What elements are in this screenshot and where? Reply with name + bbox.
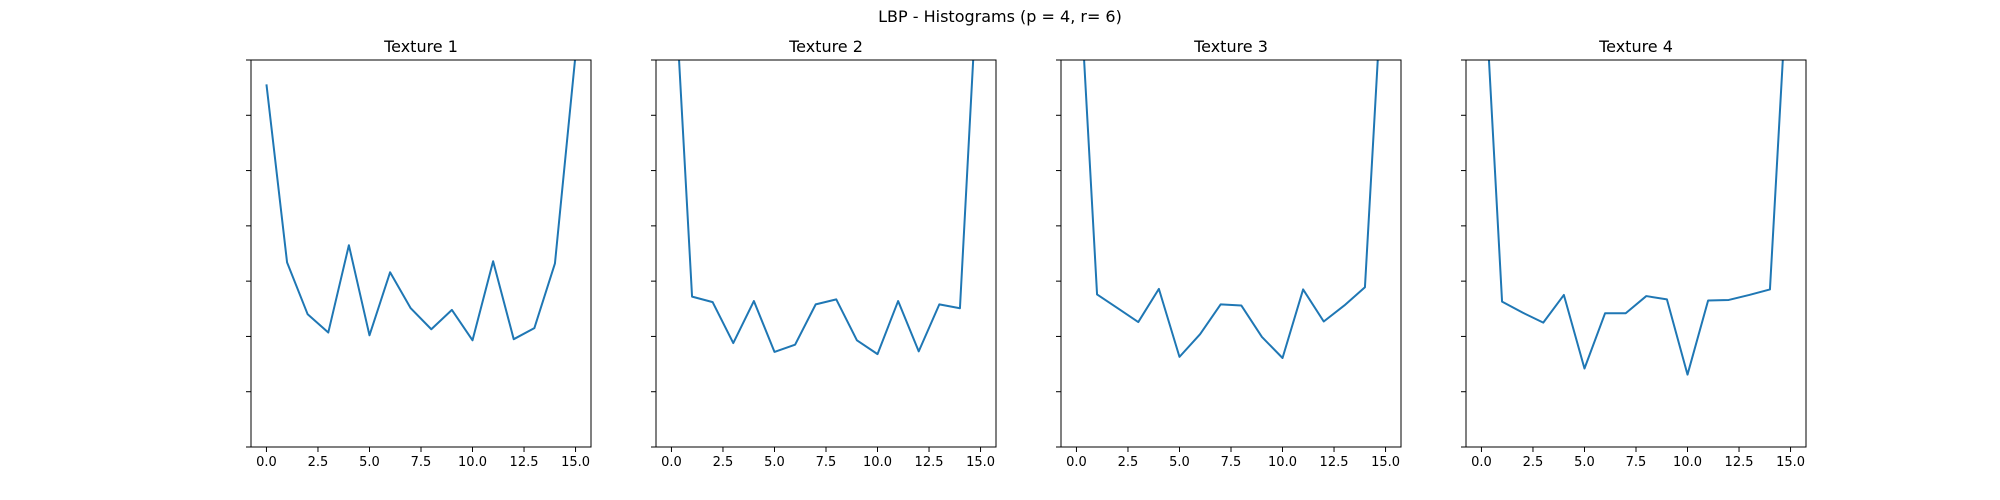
chart-title: Texture 1 — [383, 37, 458, 56]
series-line — [265, 60, 577, 342]
series-line — [1487, 60, 1784, 376]
x-tick-label: 7.5 — [411, 455, 432, 470]
x-tick-label: 5.0 — [359, 455, 380, 470]
x-tick-label: 2.5 — [308, 455, 329, 470]
x-tick-label: 12.5 — [1320, 455, 1349, 470]
x-tick-label: 5.0 — [1169, 455, 1190, 470]
x-tick-label: 0.0 — [1471, 455, 1492, 470]
x-tick-label: 10.0 — [863, 455, 892, 470]
panels: Texture 10.0 2.5 5.0 7.5 10.0 12.5 15.0Texture… — [246, 37, 1807, 470]
x-tick-label: 12.5 — [510, 455, 539, 470]
axes-frame — [655, 59, 997, 448]
x-tick-label: 7.5 — [816, 455, 837, 470]
x-tick-label: 5.0 — [764, 455, 785, 470]
chart-panel-3: Texture 3 0.0 2.5 5.0 7.5 10.0 12.5 15.0 — [1056, 37, 1402, 470]
x-tick-label: 7.5 — [1626, 455, 1647, 470]
axes-frame — [1465, 59, 1807, 448]
x-tick-label: 0.0 — [661, 455, 682, 470]
series-line — [678, 60, 975, 356]
chart-panel-4: Texture 4 0.0 2.5 5.0 7.5 10.0 12.5 15.0 — [1461, 37, 1807, 470]
chart-title: Texture 4 — [1598, 37, 1673, 56]
x-tick-label: 0.0 — [1066, 455, 1087, 470]
x-tick-label: 0.0 — [256, 455, 277, 470]
x-tick-label: 12.5 — [1725, 455, 1754, 470]
x-tick-label: 10.0 — [1673, 455, 1702, 470]
x-tick-label: 15.0 — [1371, 455, 1400, 470]
axes-frame — [250, 59, 592, 448]
x-tick-label: 15.0 — [561, 455, 590, 470]
x-tick-label: 15.0 — [966, 455, 995, 470]
x-tick-label: 7.5 — [1221, 455, 1242, 470]
x-tick-label: 15.0 — [1776, 455, 1805, 470]
chart-title: Texture 3 — [1193, 37, 1268, 56]
x-tick-label: 10.0 — [458, 455, 487, 470]
x-tick-label: 5.0 — [1574, 455, 1595, 470]
axes-frame — [1060, 59, 1402, 448]
chart-title: Texture 2 — [788, 37, 863, 56]
series-line — [1083, 60, 1379, 359]
chart-panel-2: Texture 2 0.0 2.5 5.0 7.5 10.0 12.5 15.0 — [651, 37, 997, 470]
x-tick-label: 2.5 — [713, 455, 734, 470]
x-tick-label: 2.5 — [1118, 455, 1139, 470]
x-tick-label: 2.5 — [1523, 455, 1544, 470]
figure-title: LBP - Histograms (p = 4, r= 6) — [878, 7, 1122, 26]
x-tick-label: 12.5 — [915, 455, 944, 470]
chart-panel-1: Texture 1 0.0 2.5 5.0 7.5 10.0 12.5 15.0 — [246, 37, 592, 470]
x-tick-label: 10.0 — [1268, 455, 1297, 470]
